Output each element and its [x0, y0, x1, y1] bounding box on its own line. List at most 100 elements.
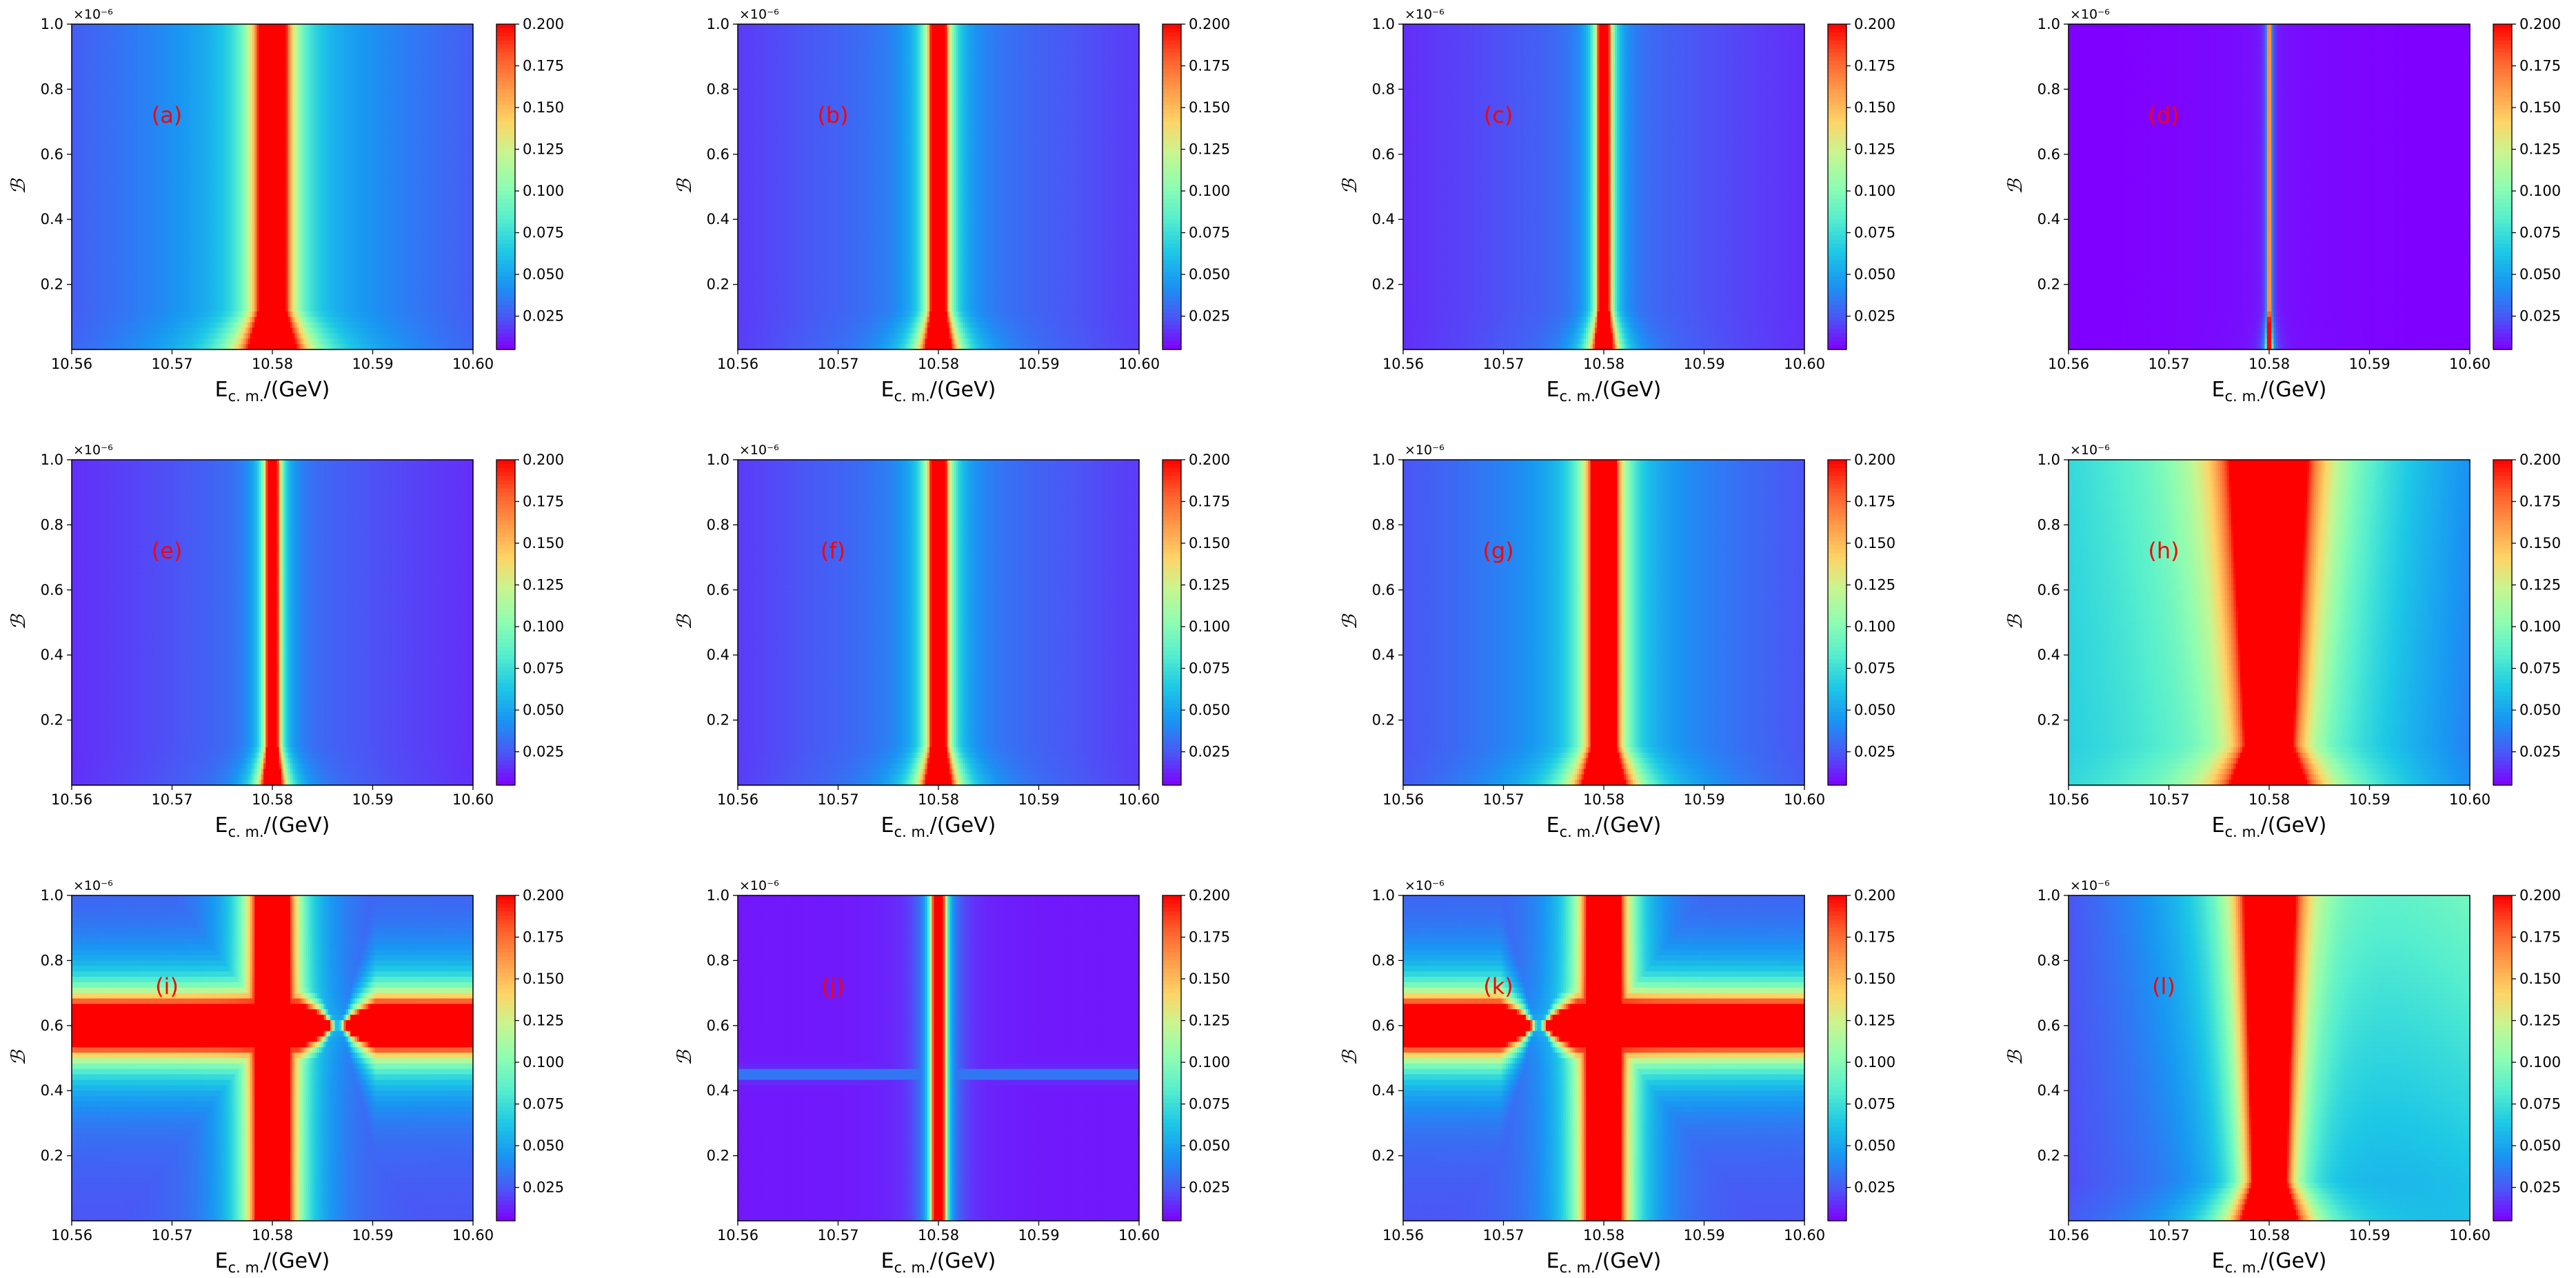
x-tick-label: 10.58 — [918, 356, 959, 372]
colorbar-tick-label: 0.100 — [2519, 1054, 2561, 1071]
colorbar-tick-label: 0.125 — [1854, 141, 1895, 158]
colorbar-tick-label: 0.100 — [523, 618, 564, 635]
heatmap-cells — [2069, 24, 2471, 350]
y-tick-label: 0.4 — [41, 1082, 63, 1099]
colorbar-tick-label: 0.025 — [2519, 744, 2561, 760]
panel-e: 10.56 10.57 10.58 10.59 10.600.20.40.60.81.0… — [7, 443, 564, 840]
heatmap-cells — [1403, 895, 1805, 1221]
colorbar-tick-label: 0.200 — [2519, 887, 2561, 904]
x-axis-label: Ec. m./(GeV) — [215, 378, 330, 405]
colorbar-tick-label: 0.075 — [2519, 1096, 2561, 1113]
y-axis-label: ℬ — [1338, 1049, 1361, 1066]
x-tick-label: 10.59 — [1018, 791, 1059, 808]
x-axis-label-unit: /(GeV) — [264, 1249, 330, 1273]
x-tick-label: 10.58 — [252, 791, 293, 808]
x-tick-label: 10.57 — [2148, 791, 2189, 808]
colorbar-tick-label: 0.125 — [2519, 1013, 2561, 1029]
colorbar — [2493, 460, 2512, 786]
y-tick-label: 0.4 — [707, 211, 729, 227]
colorbar-tick-label: 0.150 — [523, 535, 564, 551]
y-tick-label: 1.0 — [41, 16, 63, 32]
panel-label: (h) — [2148, 538, 2179, 564]
colorbar-tick-label: 0.075 — [2519, 225, 2561, 241]
colorbar-tick-label: 0.150 — [523, 971, 564, 987]
colorbar-tick-label: 0.200 — [2519, 16, 2561, 32]
heatmap-cells — [72, 24, 474, 350]
colorbar-tick-label: 0.025 — [1854, 1179, 1895, 1196]
x-axis-label-main: E — [215, 378, 228, 402]
x-tick-label: 10.60 — [2449, 356, 2491, 372]
colorbar-tick-label: 0.200 — [1189, 452, 1230, 468]
y-tick-label: 0.8 — [2037, 516, 2060, 533]
x-tick-label: 10.60 — [452, 1227, 494, 1244]
y-offset-label: ×10⁻⁶ — [739, 443, 779, 458]
panel-c: 10.56 10.57 10.58 10.59 10.600.20.40.60.81.0… — [1338, 7, 1895, 405]
y-tick-label: 0.4 — [2037, 1082, 2060, 1099]
x-axis-label: Ec. m./(GeV) — [881, 1249, 996, 1276]
colorbar — [1163, 460, 1181, 786]
x-tick-label: 10.56 — [717, 1227, 758, 1244]
y-axis-label: ℬ — [673, 178, 696, 194]
x-axis-label: Ec. m./(GeV) — [215, 813, 330, 840]
x-tick-label: 10.58 — [918, 791, 959, 808]
y-offset-label: ×10⁻⁶ — [73, 878, 113, 893]
panel-label: (f) — [821, 538, 845, 564]
y-tick-label: 0.6 — [707, 146, 729, 163]
heatmap-cells — [72, 460, 474, 786]
colorbar-tick-label: 0.025 — [1854, 308, 1895, 325]
y-tick-label: 0.6 — [41, 1017, 63, 1034]
y-tick-label: 0.2 — [41, 1148, 63, 1164]
y-axis-label: ℬ — [1338, 178, 1361, 194]
x-tick-label: 10.59 — [2348, 1227, 2390, 1244]
y-tick-label: 0.8 — [41, 516, 63, 533]
colorbar-tick-label: 0.200 — [1189, 887, 1230, 904]
x-axis-label-unit: /(GeV) — [264, 813, 330, 838]
y-tick-label: 0.6 — [2037, 146, 2060, 163]
x-axis-label-sub: c. m. — [228, 824, 264, 840]
colorbar-tick-label: 0.075 — [523, 660, 564, 677]
x-tick-label: 10.58 — [918, 1227, 959, 1244]
heatmap-cells — [1403, 24, 1805, 350]
colorbar-tick-label: 0.150 — [1189, 535, 1230, 551]
y-offset-label: ×10⁻⁶ — [2070, 878, 2110, 893]
x-tick-label: 10.59 — [1683, 1227, 1724, 1244]
x-tick-label: 10.57 — [2148, 1227, 2189, 1244]
x-tick-label: 10.59 — [1018, 356, 1059, 372]
panel-g: 10.56 10.57 10.58 10.59 10.600.20.40.60.81.0… — [1338, 443, 1895, 840]
panel-label: (b) — [817, 102, 848, 128]
y-tick-label: 0.2 — [2037, 1148, 2060, 1164]
colorbar — [1163, 895, 1181, 1221]
y-offset-label: ×10⁻⁶ — [739, 7, 779, 22]
x-axis-label-unit: /(GeV) — [1596, 1249, 1662, 1273]
colorbar-tick-label: 0.150 — [523, 99, 564, 116]
x-tick-label: 10.58 — [2248, 791, 2290, 808]
x-tick-label: 10.59 — [1018, 1227, 1059, 1244]
y-offset-label: ×10⁻⁶ — [73, 7, 113, 22]
x-axis-label-sub: c. m. — [894, 824, 930, 840]
colorbar-tick-label: 0.075 — [1189, 660, 1230, 677]
colorbar-tick-label: 0.025 — [523, 744, 564, 760]
colorbar — [1828, 24, 1847, 350]
colorbar — [1163, 24, 1181, 350]
x-tick-label: 10.60 — [452, 791, 494, 808]
figure: 10.56 10.57 10.58 10.59 10.60 0.2 0.4 0.6 0.8 1.0… — [0, 0, 2576, 1278]
x-tick-label: 10.57 — [2148, 356, 2189, 372]
y-tick-label: 0.6 — [41, 146, 63, 163]
y-tick-label: 0.4 — [41, 647, 63, 663]
colorbar-tick-label: 0.050 — [523, 266, 564, 283]
colorbar-tick-label: 0.175 — [1189, 929, 1230, 946]
panel-label: (j) — [821, 973, 845, 1000]
panel-label: (l) — [2152, 973, 2175, 1000]
colorbar-tick-label: 0.125 — [523, 577, 564, 594]
y-tick-label: 0.4 — [1372, 647, 1395, 663]
heatmap-cells — [738, 895, 1140, 1221]
x-tick-label: 10.60 — [2449, 1227, 2491, 1244]
y-tick-label: 0.2 — [707, 712, 729, 729]
colorbar-tick-label: 0.025 — [1189, 1179, 1230, 1196]
y-tick-label: 0.4 — [707, 1082, 729, 1099]
y-tick-label: 1.0 — [2037, 16, 2060, 32]
colorbar-tick-label: 0.175 — [2519, 58, 2561, 74]
x-axis-label: Ec. m./(GeV) — [1547, 378, 1662, 405]
x-axis-label-sub: c. m. — [2225, 388, 2261, 405]
x-tick-label: 10.57 — [1482, 356, 1524, 372]
